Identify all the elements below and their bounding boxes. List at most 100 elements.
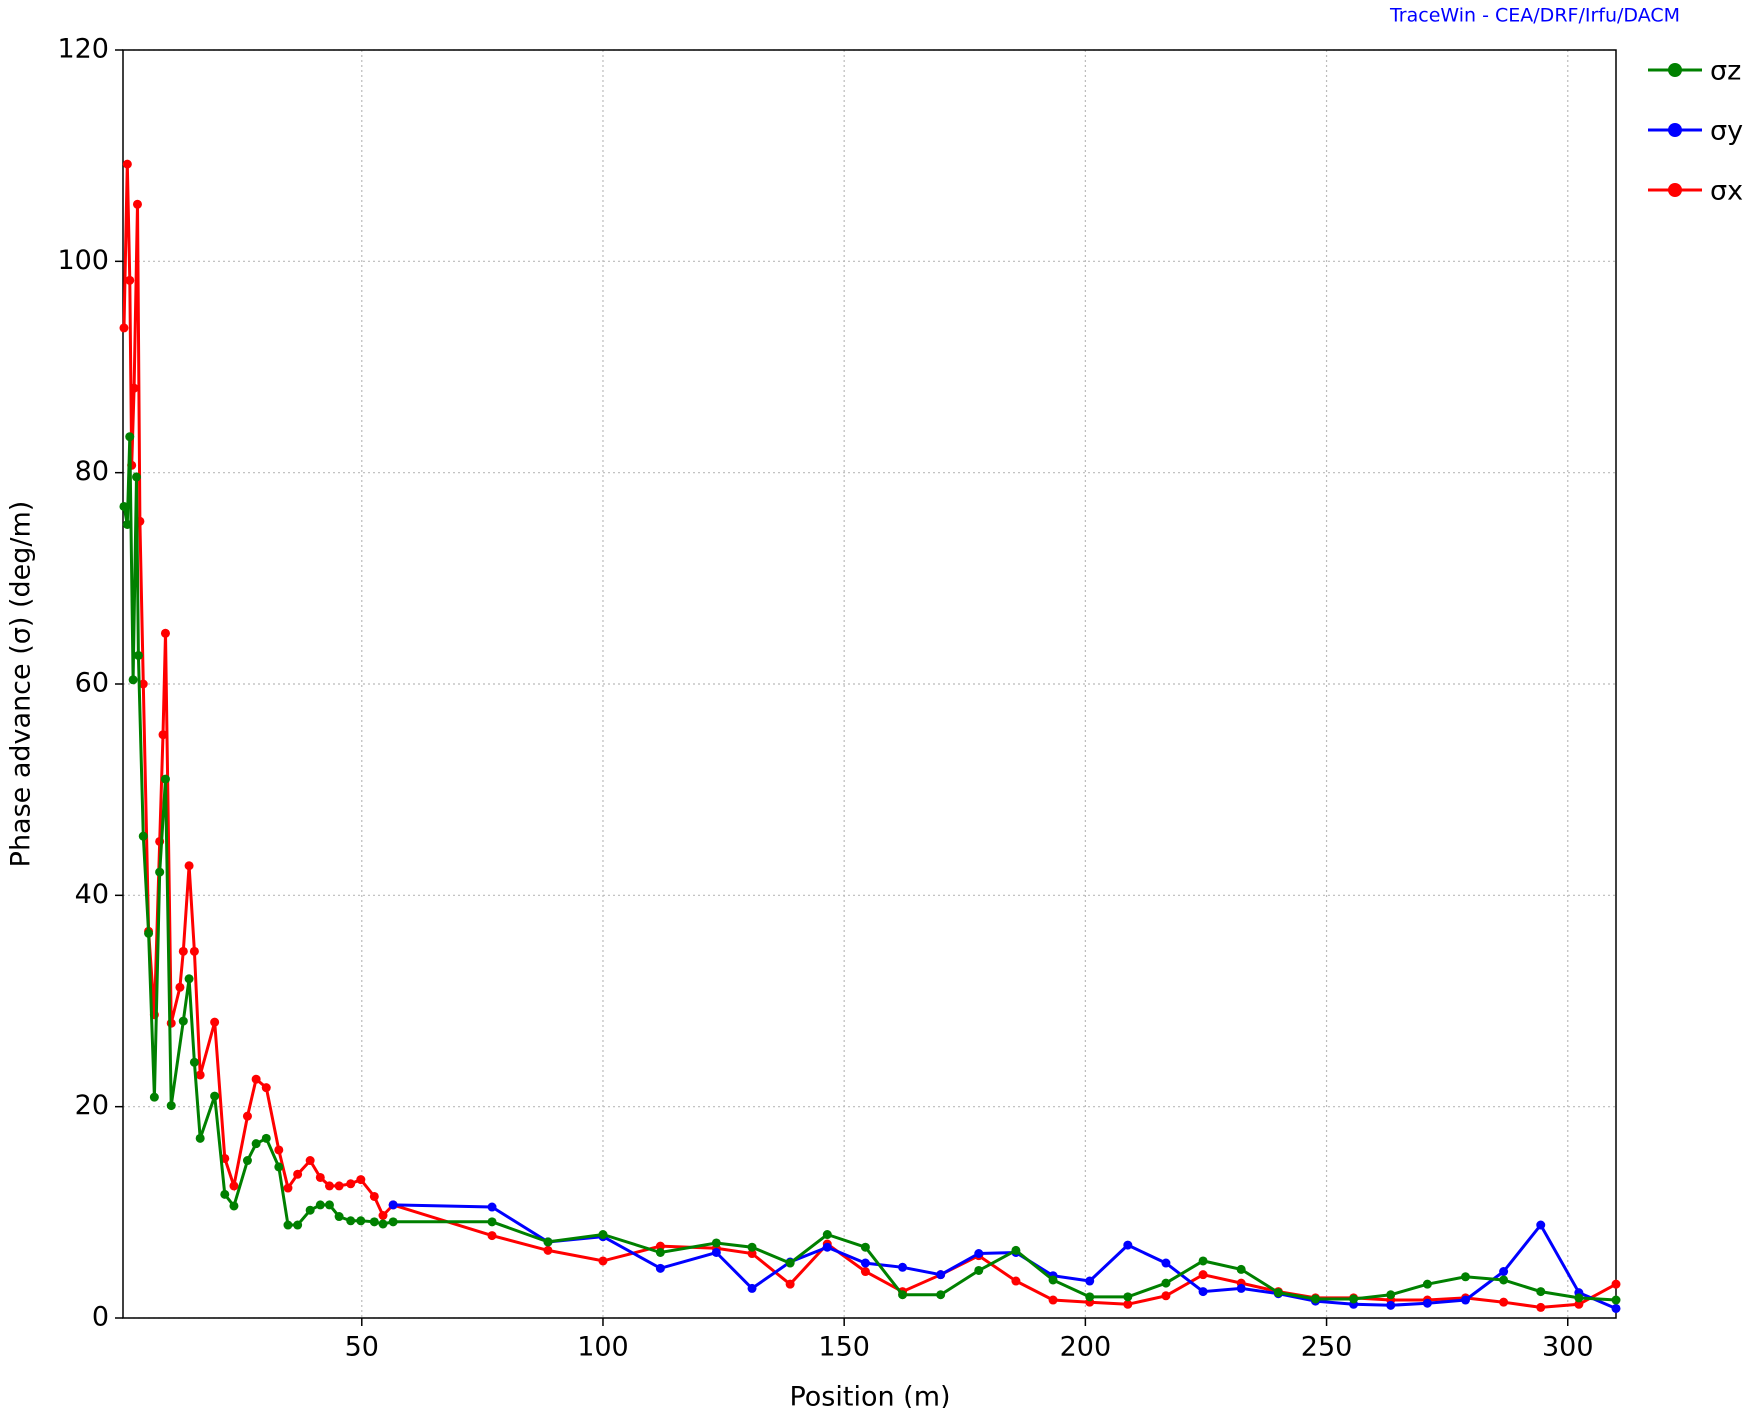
data-point bbox=[175, 982, 185, 992]
data-point bbox=[122, 159, 132, 169]
data-point bbox=[1273, 1288, 1283, 1298]
data-point bbox=[1386, 1290, 1396, 1300]
data-point bbox=[160, 628, 170, 638]
data-point bbox=[125, 275, 135, 285]
data-point bbox=[293, 1220, 303, 1230]
data-point bbox=[119, 323, 129, 333]
data-point bbox=[132, 472, 142, 482]
data-point bbox=[283, 1220, 293, 1230]
data-point bbox=[711, 1247, 721, 1257]
data-point bbox=[543, 1245, 553, 1255]
data-point bbox=[129, 383, 139, 393]
y-tick-label: 0 bbox=[92, 1302, 109, 1333]
data-point bbox=[655, 1247, 665, 1257]
data-point bbox=[189, 946, 199, 956]
data-point bbox=[1236, 1264, 1246, 1274]
data-point bbox=[210, 1091, 220, 1101]
data-point bbox=[356, 1175, 366, 1185]
data-point bbox=[369, 1191, 379, 1201]
data-point bbox=[655, 1241, 665, 1251]
data-point bbox=[229, 1181, 239, 1191]
legend-label: σx bbox=[1710, 176, 1743, 207]
data-point bbox=[1574, 1293, 1584, 1303]
data-point bbox=[487, 1217, 497, 1227]
data-point bbox=[251, 1074, 261, 1084]
data-point bbox=[1574, 1299, 1584, 1309]
data-point bbox=[655, 1263, 665, 1273]
data-point bbox=[242, 1156, 252, 1166]
data-point bbox=[1161, 1258, 1171, 1268]
data-point bbox=[822, 1242, 832, 1252]
data-point bbox=[1499, 1275, 1509, 1285]
legend-marker bbox=[1668, 63, 1682, 77]
data-point bbox=[1536, 1287, 1546, 1297]
data-point bbox=[1161, 1291, 1171, 1301]
legend-marker bbox=[1668, 123, 1682, 137]
data-point bbox=[184, 861, 194, 871]
data-point bbox=[315, 1172, 325, 1182]
data-point bbox=[936, 1270, 946, 1280]
data-point bbox=[1422, 1298, 1432, 1308]
data-point bbox=[1611, 1303, 1621, 1313]
data-point bbox=[898, 1262, 908, 1272]
data-point bbox=[251, 1139, 261, 1149]
legend-label: σz bbox=[1710, 56, 1741, 87]
data-point bbox=[334, 1181, 344, 1191]
data-point bbox=[388, 1217, 398, 1227]
data-point bbox=[305, 1205, 315, 1215]
data-point bbox=[1123, 1292, 1133, 1302]
data-point bbox=[178, 1016, 188, 1026]
data-point bbox=[261, 1133, 271, 1143]
data-point bbox=[860, 1258, 870, 1268]
data-point bbox=[210, 1017, 220, 1027]
x-axis-label: Position (m) bbox=[789, 1382, 950, 1408]
data-point bbox=[334, 1212, 344, 1222]
data-point bbox=[1011, 1276, 1021, 1286]
data-point bbox=[195, 1133, 205, 1143]
data-point bbox=[711, 1238, 721, 1248]
data-point bbox=[1048, 1275, 1058, 1285]
data-point bbox=[1611, 1279, 1621, 1289]
x-tick-label: 50 bbox=[345, 1332, 379, 1363]
data-point bbox=[184, 974, 194, 984]
data-point bbox=[898, 1290, 908, 1300]
data-point bbox=[128, 675, 138, 685]
data-point bbox=[1460, 1272, 1470, 1282]
data-point bbox=[138, 679, 148, 689]
x-tick-label: 250 bbox=[1301, 1332, 1353, 1363]
data-point bbox=[1236, 1283, 1246, 1293]
data-point bbox=[122, 519, 132, 529]
data-point bbox=[1499, 1267, 1509, 1277]
data-point bbox=[974, 1249, 984, 1259]
legend-marker bbox=[1668, 183, 1682, 197]
data-point bbox=[1536, 1302, 1546, 1312]
data-point bbox=[1536, 1220, 1546, 1230]
data-point bbox=[785, 1258, 795, 1268]
data-point bbox=[785, 1279, 795, 1289]
data-point bbox=[133, 650, 143, 660]
data-point bbox=[1310, 1294, 1320, 1304]
series-line bbox=[393, 1203, 1617, 1310]
data-point bbox=[220, 1189, 230, 1199]
data-point bbox=[1460, 1295, 1470, 1305]
data-point bbox=[1123, 1240, 1133, 1250]
data-point bbox=[974, 1265, 984, 1275]
plot-frame bbox=[122, 49, 1617, 1319]
data-point bbox=[1085, 1276, 1095, 1286]
data-point bbox=[160, 774, 170, 784]
data-point bbox=[369, 1217, 379, 1227]
y-tick-label: 80 bbox=[75, 456, 109, 487]
data-point bbox=[119, 501, 129, 511]
data-point bbox=[598, 1230, 608, 1240]
data-point bbox=[1198, 1270, 1208, 1280]
data-point bbox=[229, 1201, 239, 1211]
data-point bbox=[155, 867, 165, 877]
series-line bbox=[122, 164, 1617, 1309]
data-point bbox=[283, 1183, 293, 1193]
data-point bbox=[1123, 1299, 1133, 1309]
y-axis-label: Phase advance (σ) (deg/m) bbox=[6, 501, 37, 868]
data-point bbox=[860, 1242, 870, 1252]
data-point bbox=[138, 831, 148, 841]
